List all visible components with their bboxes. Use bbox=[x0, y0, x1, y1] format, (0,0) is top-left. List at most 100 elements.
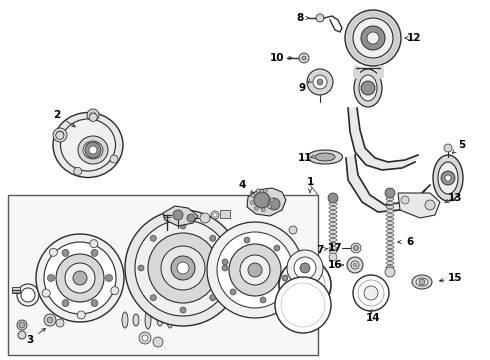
Circle shape bbox=[351, 243, 361, 253]
Ellipse shape bbox=[329, 230, 337, 234]
Ellipse shape bbox=[78, 136, 108, 164]
Circle shape bbox=[17, 320, 27, 330]
Circle shape bbox=[44, 314, 56, 326]
Ellipse shape bbox=[308, 150, 343, 164]
Circle shape bbox=[302, 56, 306, 60]
Circle shape bbox=[364, 286, 378, 300]
Polygon shape bbox=[348, 108, 360, 132]
Circle shape bbox=[53, 128, 67, 142]
Bar bbox=[220, 210, 230, 218]
Circle shape bbox=[73, 271, 87, 285]
Ellipse shape bbox=[329, 211, 337, 213]
Circle shape bbox=[180, 223, 186, 229]
Circle shape bbox=[353, 275, 389, 311]
Polygon shape bbox=[348, 175, 370, 202]
Circle shape bbox=[244, 237, 250, 243]
Circle shape bbox=[445, 175, 451, 181]
Polygon shape bbox=[163, 206, 198, 226]
Circle shape bbox=[287, 250, 323, 286]
Circle shape bbox=[261, 208, 265, 212]
Polygon shape bbox=[398, 193, 440, 218]
Ellipse shape bbox=[386, 242, 394, 244]
Circle shape bbox=[230, 289, 236, 295]
Ellipse shape bbox=[386, 261, 394, 265]
Text: 12: 12 bbox=[407, 33, 421, 43]
Ellipse shape bbox=[433, 155, 463, 201]
Text: 13: 13 bbox=[448, 193, 462, 203]
Ellipse shape bbox=[122, 312, 128, 328]
Circle shape bbox=[173, 210, 183, 220]
Circle shape bbox=[317, 79, 323, 85]
Polygon shape bbox=[366, 158, 388, 170]
Polygon shape bbox=[350, 130, 365, 152]
Circle shape bbox=[90, 112, 96, 118]
Ellipse shape bbox=[53, 112, 123, 177]
Circle shape bbox=[353, 263, 357, 267]
Ellipse shape bbox=[167, 312, 173, 328]
Text: 16: 16 bbox=[328, 260, 342, 270]
Ellipse shape bbox=[315, 153, 335, 161]
Text: 11: 11 bbox=[298, 153, 312, 163]
Circle shape bbox=[254, 206, 258, 210]
Circle shape bbox=[187, 215, 193, 221]
Ellipse shape bbox=[386, 206, 394, 208]
Circle shape bbox=[142, 335, 148, 341]
Circle shape bbox=[401, 196, 409, 204]
Ellipse shape bbox=[438, 162, 458, 194]
Bar bbox=[8, 195, 318, 355]
Ellipse shape bbox=[386, 198, 394, 201]
Circle shape bbox=[91, 249, 98, 256]
Circle shape bbox=[385, 188, 395, 198]
Ellipse shape bbox=[329, 215, 337, 217]
Circle shape bbox=[150, 295, 156, 301]
Text: 7: 7 bbox=[317, 245, 324, 255]
Circle shape bbox=[294, 257, 316, 279]
Circle shape bbox=[56, 131, 64, 139]
Polygon shape bbox=[400, 195, 420, 210]
Circle shape bbox=[299, 53, 309, 63]
Ellipse shape bbox=[386, 194, 394, 197]
Circle shape bbox=[444, 144, 452, 152]
Circle shape bbox=[87, 109, 99, 121]
Ellipse shape bbox=[386, 253, 394, 257]
Circle shape bbox=[111, 287, 119, 294]
Circle shape bbox=[207, 222, 303, 318]
Circle shape bbox=[213, 213, 217, 217]
Circle shape bbox=[211, 211, 219, 219]
Ellipse shape bbox=[386, 213, 394, 216]
Text: 3: 3 bbox=[26, 335, 34, 345]
Bar bbox=[12, 287, 20, 293]
Circle shape bbox=[279, 259, 331, 311]
Text: 4: 4 bbox=[238, 180, 245, 190]
Circle shape bbox=[419, 279, 425, 285]
Circle shape bbox=[250, 201, 254, 204]
Polygon shape bbox=[355, 148, 375, 165]
Circle shape bbox=[353, 246, 359, 251]
Ellipse shape bbox=[157, 314, 163, 326]
Circle shape bbox=[148, 233, 218, 303]
Ellipse shape bbox=[329, 247, 337, 249]
Circle shape bbox=[251, 194, 255, 198]
Circle shape bbox=[90, 240, 98, 248]
Text: 14: 14 bbox=[366, 313, 380, 323]
Circle shape bbox=[254, 192, 270, 208]
Ellipse shape bbox=[83, 141, 103, 159]
Ellipse shape bbox=[386, 266, 394, 269]
Text: 1: 1 bbox=[306, 177, 314, 187]
Circle shape bbox=[217, 232, 293, 308]
Ellipse shape bbox=[329, 202, 337, 206]
Circle shape bbox=[153, 337, 163, 347]
Circle shape bbox=[210, 235, 216, 241]
Circle shape bbox=[300, 263, 310, 273]
Circle shape bbox=[65, 263, 95, 293]
Circle shape bbox=[56, 131, 64, 139]
Circle shape bbox=[285, 265, 325, 305]
Ellipse shape bbox=[386, 246, 394, 248]
Circle shape bbox=[260, 297, 266, 303]
Polygon shape bbox=[362, 195, 385, 212]
Circle shape bbox=[347, 257, 363, 273]
Circle shape bbox=[187, 214, 195, 222]
Ellipse shape bbox=[329, 251, 337, 253]
Ellipse shape bbox=[329, 207, 337, 210]
Circle shape bbox=[139, 332, 151, 344]
